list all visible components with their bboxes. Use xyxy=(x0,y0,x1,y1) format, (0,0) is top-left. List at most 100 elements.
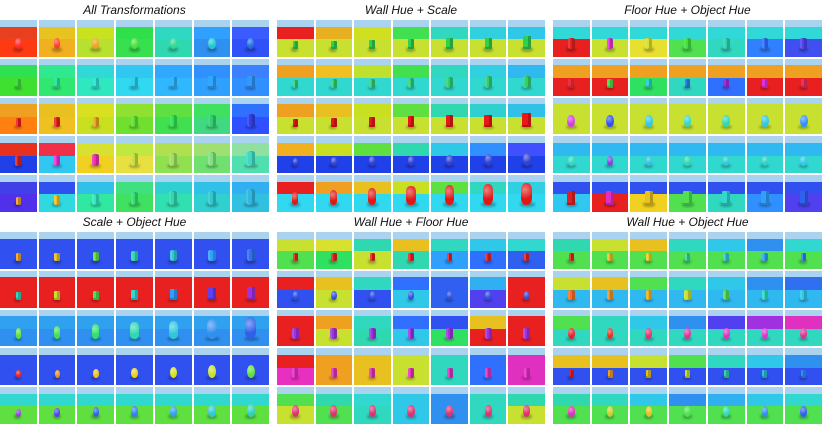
sky xyxy=(38,348,76,355)
object-cylinder xyxy=(761,289,769,301)
sky xyxy=(707,136,745,143)
sky xyxy=(315,387,353,394)
object-sphere xyxy=(484,404,492,417)
object-shadow xyxy=(522,259,531,264)
sky xyxy=(591,20,629,27)
object-shadow xyxy=(605,259,614,264)
sky xyxy=(392,175,430,182)
object-shadow xyxy=(244,202,259,207)
rendered-image xyxy=(232,97,269,135)
rendered-image xyxy=(392,232,430,269)
sky xyxy=(591,97,629,105)
rendered-image xyxy=(431,20,468,57)
rendered-image xyxy=(553,348,590,386)
wall xyxy=(553,65,590,78)
object-shadow xyxy=(682,47,693,52)
sky xyxy=(354,175,391,182)
wall xyxy=(630,238,668,252)
object-shadow xyxy=(683,375,691,381)
object-sphere xyxy=(331,156,337,166)
object-shadow xyxy=(329,163,338,169)
rendered-image xyxy=(431,136,468,174)
rendered-image xyxy=(354,58,391,96)
object-shadow xyxy=(798,47,809,52)
wall xyxy=(553,277,590,290)
object-shadow xyxy=(720,124,732,130)
sky xyxy=(431,309,468,317)
object-shadow xyxy=(681,124,694,130)
rendered-image xyxy=(553,58,590,96)
rendered-image xyxy=(591,175,629,212)
sky xyxy=(707,270,745,278)
object-shadow xyxy=(721,163,731,169)
sky xyxy=(193,270,231,278)
rendered-image xyxy=(232,58,269,96)
sky xyxy=(431,270,468,278)
wall xyxy=(553,238,590,252)
wall xyxy=(392,393,430,407)
wall xyxy=(508,104,545,117)
object-shadow xyxy=(482,414,494,419)
object-sphere xyxy=(369,291,376,301)
rendered-image xyxy=(193,58,231,96)
object-cylinder xyxy=(208,249,216,262)
wall xyxy=(77,277,115,290)
rendered-image xyxy=(392,58,430,96)
object-shadow xyxy=(798,414,808,419)
rendered-image xyxy=(553,270,590,308)
rendered-image xyxy=(469,58,507,96)
sky xyxy=(431,136,468,143)
wall xyxy=(116,277,153,290)
sky xyxy=(707,175,745,182)
rendered-image xyxy=(315,348,353,386)
object-shadow xyxy=(760,375,768,381)
object-shadow xyxy=(443,202,457,207)
rendered-image xyxy=(469,20,507,57)
sky xyxy=(469,348,507,355)
sky xyxy=(38,232,76,239)
rendered-image xyxy=(669,97,706,135)
object-shadow xyxy=(482,47,494,52)
object-shadow xyxy=(329,86,338,91)
rendered-image xyxy=(193,309,231,347)
rendered-image xyxy=(553,175,590,212)
sky xyxy=(431,175,468,182)
sky xyxy=(707,387,745,394)
rendered-image xyxy=(193,232,231,269)
object-cylinder xyxy=(684,289,691,301)
object-shadow xyxy=(206,259,218,264)
object-cylinder xyxy=(54,195,60,205)
object-shadow xyxy=(444,375,454,381)
rendered-image xyxy=(785,20,822,57)
sky xyxy=(154,270,192,278)
object-cylinder xyxy=(53,154,61,166)
rendered-image xyxy=(193,348,231,386)
sky xyxy=(0,270,37,278)
object-shadow xyxy=(168,375,178,381)
sky xyxy=(232,348,269,355)
wall xyxy=(232,277,269,290)
sky xyxy=(154,136,192,143)
rendered-image xyxy=(77,309,115,347)
sky xyxy=(669,136,706,143)
wall xyxy=(116,143,153,156)
rendered-image xyxy=(154,58,192,96)
sky xyxy=(469,175,507,182)
sky xyxy=(232,136,269,143)
sky xyxy=(630,97,668,105)
rendered-image xyxy=(785,309,822,347)
sky xyxy=(77,20,115,27)
object-shadow xyxy=(291,124,299,130)
object-sphere xyxy=(169,366,177,378)
object-shadow xyxy=(52,414,61,419)
wall xyxy=(232,104,269,117)
object-shadow xyxy=(206,414,218,419)
object-capsule xyxy=(330,189,338,205)
wall xyxy=(431,316,468,329)
sky xyxy=(431,20,468,27)
object-shadow xyxy=(566,47,577,52)
object-cylinder xyxy=(762,252,768,262)
object-shadow xyxy=(721,259,730,264)
wall xyxy=(707,355,745,368)
object-sphere xyxy=(683,114,692,128)
